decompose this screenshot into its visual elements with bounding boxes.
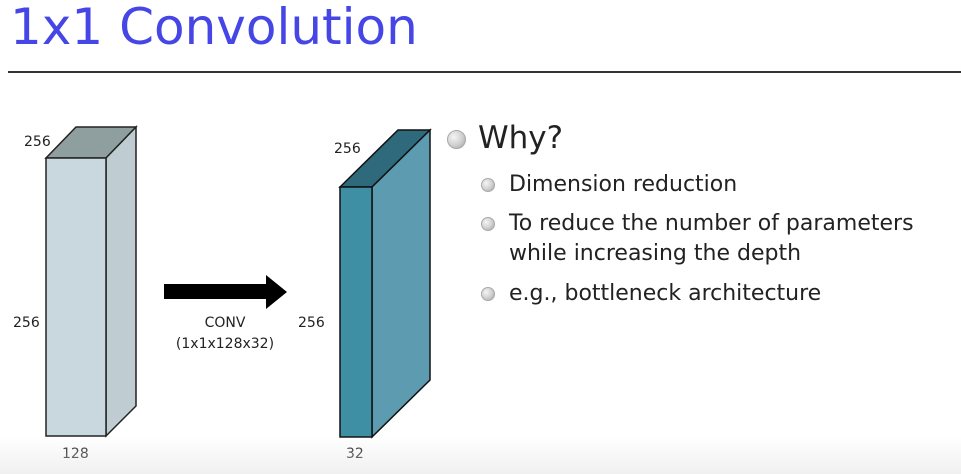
bullet-why: Why?: [447, 120, 563, 156]
title-divider: [8, 71, 961, 73]
sub-bullet-3: e.g., bottleneck architecture: [481, 279, 821, 309]
sub-bullet-2: To reduce the number of parameters while…: [481, 209, 914, 269]
output-height-label: 256: [298, 315, 325, 331]
operation-kernel-label: (1x1x128x32): [176, 336, 274, 352]
operation-label: CONV: [205, 315, 246, 331]
bullet-dot-icon: [447, 129, 466, 149]
input-width-label: 256: [24, 134, 51, 150]
output-width-label: 256: [334, 141, 361, 157]
bullet-dot-icon: [481, 178, 495, 192]
output-depth-label: 32: [346, 446, 364, 462]
sub-bullet-3-text: e.g., bottleneck architecture: [509, 281, 822, 306]
sub-bullet-1: Dimension reduction: [481, 170, 737, 200]
slide-title: 1x1 Convolution: [10, 0, 418, 56]
input-depth-label: 128: [62, 446, 89, 462]
sub-bullet-2-text: To reduce the number of parameters while…: [509, 211, 914, 266]
input-volume: [44, 125, 138, 438]
bullet-dot-icon: [481, 287, 495, 301]
output-volume: [338, 128, 432, 439]
bullet-why-text: Why?: [478, 120, 564, 156]
bullet-dot-icon: [481, 217, 495, 231]
arrow-icon: [164, 275, 287, 309]
input-volume-front-face: [45, 157, 107, 437]
sub-bullet-1-text: Dimension reduction: [509, 172, 738, 197]
input-height-label: 256: [13, 315, 40, 331]
input-volume-side-face: [105, 125, 137, 438]
output-volume-front-face: [339, 186, 373, 438]
